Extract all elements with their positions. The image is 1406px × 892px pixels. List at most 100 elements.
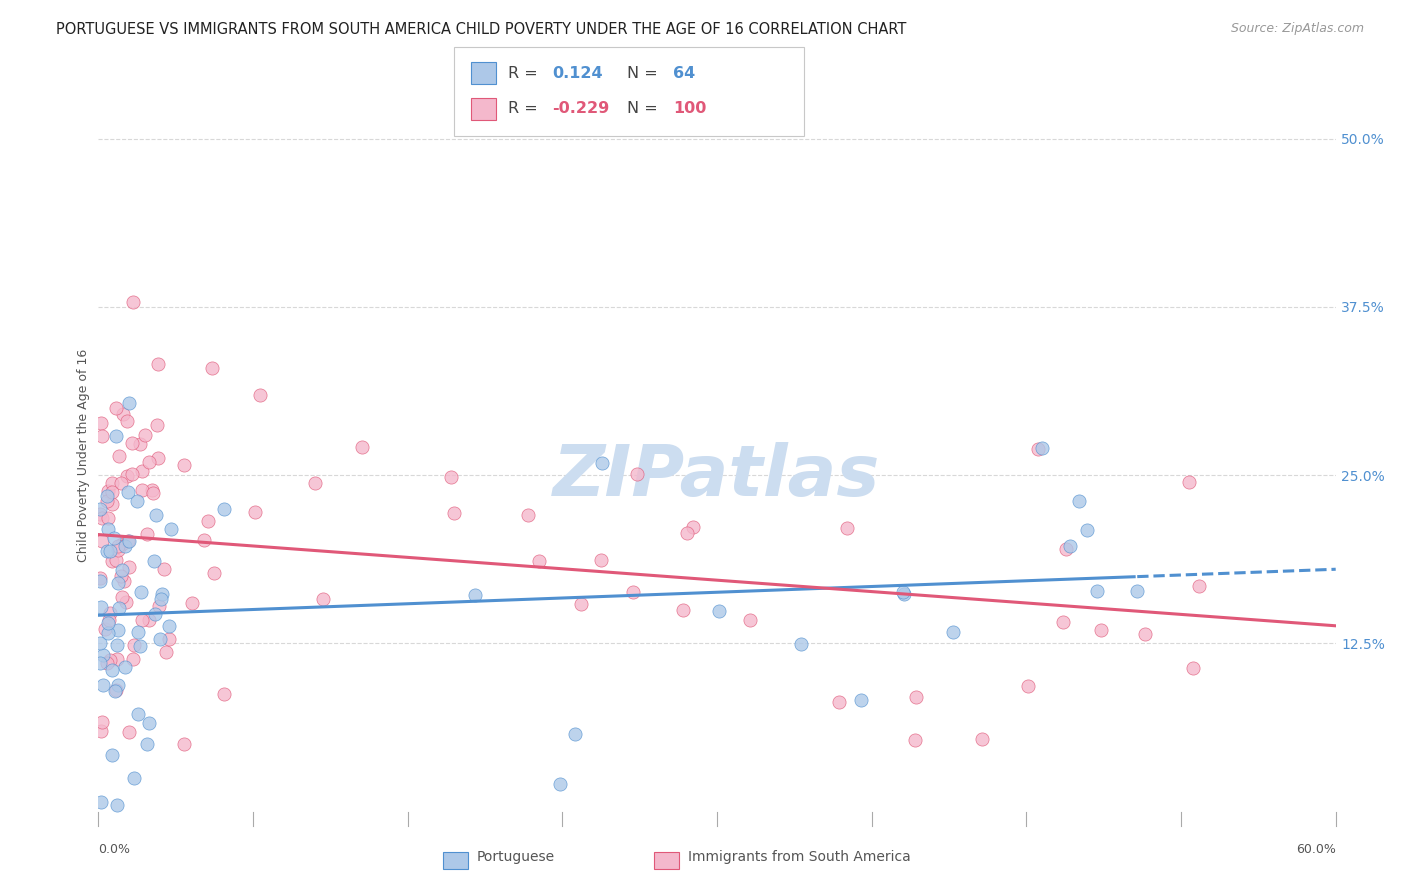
Point (138, 716, 160, 731)
Point (101, 747, 124, 762)
Point (350, 441, 373, 455)
Point (127, 625, 149, 640)
Point (98, 606, 121, 620)
Point (90, 795, 112, 809)
Point (148, 450, 170, 465)
Point (104, 552, 127, 566)
Point (107, 623, 129, 637)
Point (312, 591, 335, 606)
Point (193, 533, 215, 547)
Text: PORTUGUESE VS IMMIGRANTS FROM SOUTH AMERICA CHILD POVERTY UNDER THE AGE OF 16 CO: PORTUGUESE VS IMMIGRANTS FROM SOUTH AMER… (56, 22, 907, 37)
Point (709, 604, 731, 618)
Point (90, 416, 112, 430)
Point (155, 645, 177, 659)
Point (101, 663, 124, 677)
Point (105, 638, 128, 652)
Point (97, 522, 120, 536)
Point (97, 484, 120, 499)
Point (118, 725, 141, 739)
Point (89, 599, 111, 614)
Point (97, 510, 120, 524)
Point (202, 566, 225, 580)
Text: Immigrants from South America: Immigrants from South America (688, 850, 910, 864)
Text: -0.229: -0.229 (553, 102, 610, 116)
Point (249, 388, 271, 402)
Point (131, 464, 153, 478)
Point (96, 544, 118, 558)
Point (972, 731, 994, 746)
Text: 60.0%: 60.0% (1296, 843, 1336, 856)
Point (589, 552, 612, 566)
Point (1059, 540, 1081, 554)
Point (904, 690, 927, 704)
Point (97, 616, 120, 631)
Point (115, 414, 138, 428)
Point (118, 560, 141, 574)
Point (145, 508, 167, 522)
Point (626, 467, 648, 481)
Point (107, 601, 129, 615)
Point (131, 613, 153, 627)
Point (740, 614, 762, 628)
Point (110, 476, 132, 491)
Point (89, 571, 111, 585)
Text: 64: 64 (673, 66, 696, 80)
Point (128, 437, 150, 451)
Point (104, 684, 127, 698)
Point (107, 543, 129, 558)
Text: N =: N = (627, 66, 664, 80)
Point (790, 637, 813, 651)
Point (97, 625, 120, 640)
Point (121, 435, 143, 450)
Point (516, 508, 538, 522)
Point (108, 450, 131, 464)
Point (1026, 442, 1049, 457)
Point (122, 295, 145, 310)
Point (136, 737, 159, 751)
Point (89, 656, 111, 670)
Point (111, 563, 134, 577)
Point (91, 678, 114, 692)
Point (1187, 579, 1209, 593)
Point (138, 613, 160, 627)
Point (550, 777, 572, 791)
Point (245, 505, 267, 519)
Point (89, 502, 111, 516)
Point (94, 622, 117, 636)
Point (124, 638, 146, 652)
Point (111, 408, 134, 422)
Point (89, 507, 111, 521)
Point (125, 494, 148, 508)
Point (149, 632, 172, 646)
Point (101, 553, 124, 567)
Point (138, 455, 160, 469)
Point (111, 591, 134, 605)
Point (159, 522, 181, 536)
Text: 0.0%: 0.0% (98, 843, 131, 856)
Point (828, 694, 851, 708)
Point (90, 533, 112, 548)
Point (1085, 583, 1108, 598)
Point (128, 639, 150, 653)
Point (96, 656, 118, 670)
Point (93, 648, 115, 663)
Point (122, 772, 145, 786)
Point (942, 624, 965, 639)
Point (1017, 679, 1039, 693)
Point (304, 475, 326, 490)
Point (201, 361, 224, 376)
Point (105, 652, 128, 666)
Point (112, 574, 135, 589)
Point (1178, 475, 1201, 489)
Point (569, 597, 592, 611)
Point (107, 575, 129, 590)
Point (676, 526, 699, 541)
Point (110, 569, 132, 583)
Text: Portuguese: Portuguese (477, 850, 555, 864)
Point (904, 733, 927, 747)
Point (104, 682, 127, 697)
Point (98, 652, 121, 666)
Point (849, 693, 872, 707)
Point (107, 797, 129, 812)
Text: R =: R = (508, 102, 543, 116)
